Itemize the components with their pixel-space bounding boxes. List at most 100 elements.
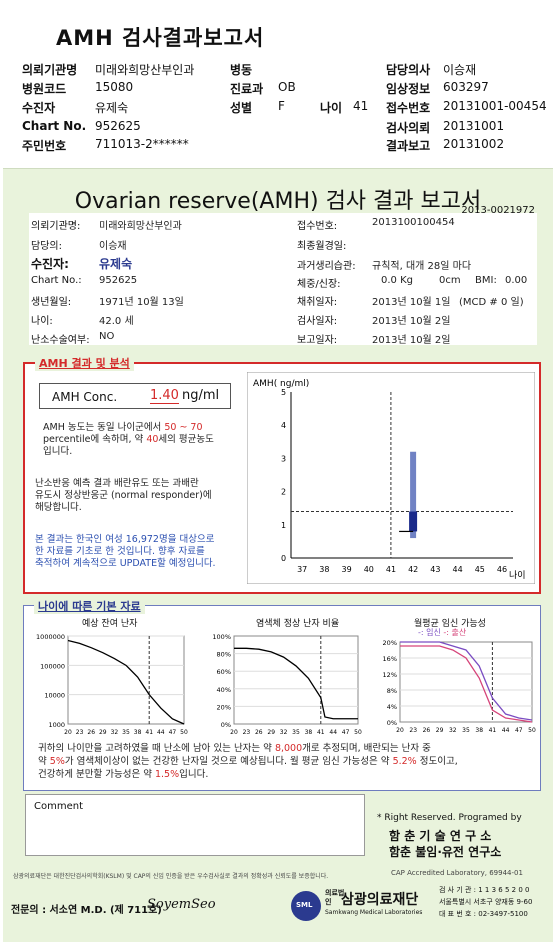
conc-unit: ng/ml <box>182 388 220 403</box>
text: 입니다. <box>179 769 209 780</box>
info-label: BMI: <box>475 275 497 286</box>
x-tick-label: 23 <box>409 727 417 734</box>
x-tick-label: 26 <box>423 727 431 734</box>
chart-legend: -: 임신 -: 출산 <box>418 627 466 638</box>
text: 건강하게 분만할 가능성은 약 <box>38 769 152 780</box>
text: 약 <box>38 756 47 767</box>
info-value: 42.0 세 <box>99 316 134 327</box>
header-value: F <box>278 99 285 113</box>
x-tick-label: 23 <box>76 729 84 736</box>
header-value: OB <box>278 80 296 94</box>
text: 해당합니다. <box>35 502 82 513</box>
x-tick-label: 20 <box>64 729 72 736</box>
x-tick-label: 23 <box>243 729 251 736</box>
scanned-report: Ovarian reserve(AMH) 검사 결과 보고서 2013-0021… <box>3 168 553 942</box>
amh-concentration-box: AMH Conc. 1.40 ng/ml <box>39 383 231 409</box>
text: percentile에 속하며, 약 <box>43 434 144 445</box>
info-value: 0.00 <box>505 275 528 286</box>
x-tick-label: 26 <box>87 729 95 736</box>
y-tick-label: 4% <box>387 703 397 711</box>
info-value: 2013100100454 <box>372 217 455 228</box>
header-label: 수진자 <box>22 101 56 115</box>
info-value: 규칙적, 대개 28일 마다 <box>372 261 472 272</box>
y-tick-label: 12% <box>383 671 397 679</box>
y-tick-label: 10000 <box>44 692 65 700</box>
lab-name-en: Samkwang Medical Laboratories <box>325 909 423 916</box>
header-label: 병동 <box>230 63 253 77</box>
info-value: 1971년 10월 13일 <box>99 297 184 308</box>
plot-area <box>67 635 185 725</box>
x-axis-label: 나이 <box>509 570 526 581</box>
conc-label: AMH Conc. <box>52 390 118 404</box>
header-label: Chart No. <box>22 119 87 133</box>
header-label: 나이 <box>320 101 343 115</box>
x-tick-label: 20 <box>396 727 404 734</box>
info-value: 2013년 10월 2일 <box>372 316 451 327</box>
x-tick-label: 47 <box>515 727 523 734</box>
x-tick-label: 37 <box>297 565 307 574</box>
info-label: 접수번호: <box>297 221 338 232</box>
lab-code: 검 사 기 관 : 1 1 3 6 5 2 0 0 <box>439 886 530 894</box>
y-axis-label: AMH( ng/ml) <box>253 379 309 389</box>
x-tick-label: 41 <box>317 729 325 736</box>
info-label: 난소수술여부: <box>31 335 90 346</box>
y-tick-label: 1000000 <box>36 633 65 641</box>
header-value: 20131001-00454 <box>443 99 547 113</box>
x-tick-label: 47 <box>342 729 350 736</box>
header-value: 952625 <box>95 119 141 133</box>
info-label: 의뢰기관명: <box>31 221 81 232</box>
text: 가 염색체이상이 없는 건강한 난자일 것으로 예상됩니다. 월 평균 임신 가… <box>64 756 390 767</box>
y-tick-label: 2 <box>281 488 286 497</box>
disclaimer: 삼광의료재단은 대한진단검사의학회(KSLM) 및 CAP의 신임 인증을 받은… <box>13 873 329 880</box>
x-tick-label: 41 <box>489 727 497 734</box>
y-tick-label: 1000 <box>48 721 65 729</box>
specialist: 전문의 : 서소연 M.D. (제 711호) <box>11 905 162 916</box>
x-tick-label: 39 <box>342 565 352 574</box>
y-tick-label: 100% <box>212 633 231 641</box>
x-tick-label: 50 <box>180 729 188 736</box>
x-tick-label: 32 <box>111 729 119 736</box>
y-tick-label: 80% <box>217 651 231 659</box>
y-tick-label: 0% <box>387 719 397 727</box>
plot-area <box>233 635 359 725</box>
header-value: 603297 <box>443 80 489 94</box>
header-value: 20131001 <box>443 119 505 133</box>
text: 한 자료를 기초로 한 것입니다. 향후 자료를 <box>35 546 205 557</box>
header-label: 결과보고 <box>386 139 431 153</box>
section-title: 나이에 따른 기본 자료 <box>34 598 145 614</box>
normal-egg-pct: 5% <box>49 756 65 767</box>
text: 축적하여 계속적으로 UPDATE할 예정입니다. <box>35 558 216 569</box>
x-tick-label: 32 <box>449 727 457 734</box>
info-value: 0cm <box>439 275 461 286</box>
amh-result-section: AMH 결과 및 분석 AMH Conc. 1.40 ng/ml AMH 농도는… <box>23 355 541 594</box>
header-value: 711013-2****** <box>95 137 189 151</box>
cap-text: CAP Accredited Laboratory, 69944-01 <box>391 869 523 877</box>
info-label: 생년월일: <box>31 297 72 308</box>
org-name: 함 춘 기 술 연 구 소 <box>389 829 492 843</box>
x-tick-label: 38 <box>319 565 329 574</box>
text: 입니다. <box>43 446 73 457</box>
analysis-paragraph: AMH 농도는 동일 나이군에서 50 ~ 70 percentile에 속하며… <box>43 422 243 458</box>
info-value: 952625 <box>99 275 138 286</box>
chart-title: 염색체 정상 난자 비율 <box>256 619 340 629</box>
x-tick-label: 26 <box>255 729 263 736</box>
y-tick-label: 40% <box>217 686 231 694</box>
info-label: 검사일자: <box>297 316 338 327</box>
series-line <box>67 639 185 725</box>
x-tick-label: 38 <box>305 729 313 736</box>
y-tick-label: 100000 <box>40 662 65 670</box>
x-tick-label: 42 <box>408 565 418 574</box>
text: 개로 추정되며, 배란되는 난자 중 <box>302 743 431 754</box>
x-tick-label: 50 <box>528 727 536 734</box>
iqr-box <box>409 511 418 532</box>
info-value: NO <box>99 331 115 342</box>
chart-title: 예상 잔여 난자 <box>82 619 138 629</box>
x-tick-label: 44 <box>502 727 510 734</box>
data-note-paragraph: 본 결과는 한국인 여성 16,972명을 대상으로 한 자료를 기초로 한 것… <box>35 534 245 570</box>
section-title: AMH 결과 및 분석 <box>35 355 134 371</box>
lab-name: 삼광의료재단 <box>341 892 419 908</box>
plot-area <box>399 641 533 723</box>
x-tick-label: 40 <box>364 565 374 574</box>
x-tick-label: 32 <box>280 729 288 736</box>
header-label: 검사의뢰 <box>386 121 431 135</box>
